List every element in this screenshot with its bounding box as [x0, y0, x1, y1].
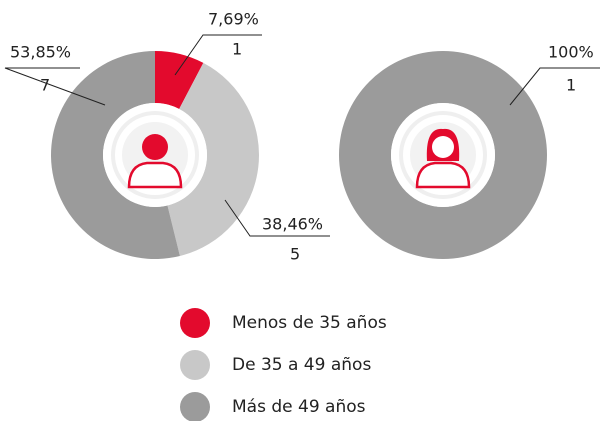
- slice-count: 5: [290, 245, 300, 264]
- legend-label: De 35 a 49 años: [232, 355, 371, 375]
- slice-count: 1: [232, 40, 242, 59]
- pie-slice: [155, 51, 204, 109]
- legend-label: Más de 49 años: [232, 397, 366, 417]
- icon-body: [415, 161, 471, 189]
- leader-line: [174, 34, 262, 76]
- legend-swatch: [180, 392, 210, 421]
- legend-swatch: [180, 350, 210, 380]
- slice-label: 38,46%: [262, 215, 323, 234]
- icon-head: [142, 134, 168, 160]
- center-ring: [111, 111, 199, 199]
- leader-line: [509, 67, 600, 106]
- center-ring: [399, 111, 487, 199]
- slice-label: 100%: [548, 43, 594, 62]
- pie-slice: [51, 51, 180, 259]
- leader-line: [224, 199, 330, 237]
- slice-label: 53,85%: [10, 43, 71, 62]
- leader-line: [4, 67, 106, 106]
- person-icon: [415, 128, 471, 189]
- pie-slice: [167, 62, 260, 256]
- slice-label: 7,69%: [208, 10, 259, 29]
- icon-head: [432, 136, 454, 158]
- person-icon: [127, 134, 183, 189]
- icon-body: [127, 161, 183, 189]
- slice-count: 7: [40, 76, 50, 95]
- legend-label: Menos de 35 años: [232, 313, 387, 333]
- legend-swatch: [180, 308, 210, 338]
- slice-count: 1: [566, 76, 576, 95]
- pie-slice: [339, 51, 547, 259]
